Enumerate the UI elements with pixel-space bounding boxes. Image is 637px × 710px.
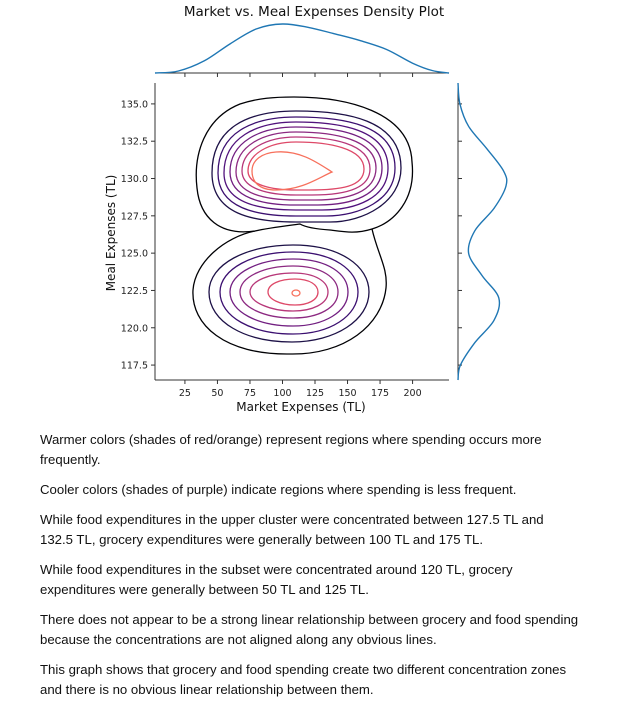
joint-axes: 25 50 75 100 125 150 175 200 117.5 120.0 122.5 125… <box>104 83 449 414</box>
x-tick-label: 175 <box>371 388 389 399</box>
x-tick-label: 50 <box>211 388 223 399</box>
x-tick-label: 75 <box>244 388 256 399</box>
y-tick-label: 120.0 <box>121 323 148 334</box>
y-axis-label: Meal Expenses (TL) <box>104 175 118 292</box>
x-axis-label: Market Expenses (TL) <box>236 400 365 414</box>
y-tick-label: 127.5 <box>121 211 148 222</box>
contour-level-4b <box>229 258 349 327</box>
y-tick-label: 135.0 <box>121 99 148 110</box>
x-tick-label: 100 <box>273 388 291 399</box>
upper-cluster-contours <box>195 96 414 233</box>
x-tick-label: 200 <box>404 388 422 399</box>
marginal-x <box>154 23 450 77</box>
contour-level-7 <box>241 136 371 196</box>
note-paragraph: Warmer colors (shades of red/orange) rep… <box>40 432 542 467</box>
contour-outer-joined <box>192 228 387 355</box>
notes-section: Warmer colors (shades of red/orange) rep… <box>40 430 580 710</box>
y-tick-label: 122.5 <box>121 286 148 297</box>
contour-level-8 <box>247 141 365 191</box>
note-paragraph: While food expenditures in the upper clu… <box>40 512 544 547</box>
contour-level-6 <box>235 131 377 201</box>
marginal-x-curve <box>154 23 450 74</box>
contour-level-2 <box>211 110 402 223</box>
contour-level-4 <box>223 121 389 211</box>
y-tick-label: 132.5 <box>121 137 148 148</box>
contour-level-1 <box>195 96 414 233</box>
marginal-y <box>457 82 508 381</box>
x-tick-label: 125 <box>306 388 324 399</box>
chart-title: Market vs. Meal Expenses Density Plot <box>184 4 444 20</box>
y-tick-label: 125.0 <box>121 249 148 260</box>
contour-level-7b <box>267 278 319 306</box>
contour-level-5b <box>239 265 339 319</box>
y-tick-label: 117.5 <box>121 361 148 372</box>
contour-level-6b <box>249 272 329 312</box>
contour-peak-lower <box>291 289 301 297</box>
contour-level-3 <box>217 116 396 217</box>
note-paragraph: While food expenditures in the subset we… <box>40 562 513 597</box>
note-paragraph: Cooler colors (shades of purple) indicat… <box>40 482 517 497</box>
lower-cluster-contours <box>192 228 387 355</box>
contour-level-2b <box>208 244 370 343</box>
y-tick-label: 130.0 <box>121 174 148 185</box>
note-paragraph: There does not appear to be a strong lin… <box>40 612 579 647</box>
marginal-y-curve <box>457 82 508 381</box>
x-tick-label: 25 <box>179 388 191 399</box>
note-paragraph: This graph shows that grocery and food s… <box>40 662 567 697</box>
density-plot: Market vs. Meal Expenses Density Plot 25… <box>104 4 508 414</box>
contour-level-5 <box>229 126 383 206</box>
x-tick-label: 150 <box>338 388 356 399</box>
contour-level-3b <box>219 251 359 335</box>
contour-level-9 <box>251 151 334 191</box>
